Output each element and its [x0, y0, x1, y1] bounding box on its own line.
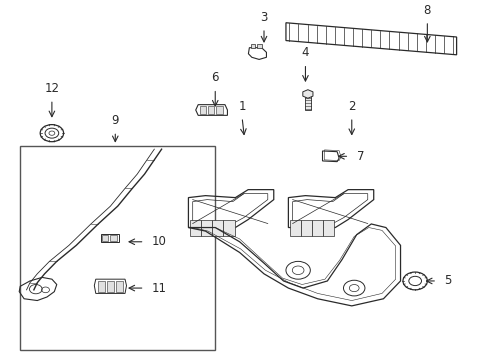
Text: 8: 8 — [423, 4, 430, 17]
Text: 2: 2 — [347, 100, 355, 113]
Text: 6: 6 — [211, 71, 219, 84]
Bar — [212, 220, 223, 235]
Bar — [110, 235, 117, 241]
Bar — [102, 235, 108, 241]
Text: 1: 1 — [238, 100, 245, 113]
Bar — [190, 220, 201, 235]
Bar — [223, 220, 234, 235]
Bar — [323, 220, 334, 235]
Bar — [98, 281, 104, 292]
Bar — [207, 107, 214, 114]
Bar — [20, 145, 215, 350]
Bar — [289, 220, 301, 235]
Text: 3: 3 — [260, 11, 267, 24]
Bar — [201, 220, 212, 235]
Bar — [107, 281, 114, 292]
Text: 4: 4 — [301, 46, 308, 59]
Text: 9: 9 — [111, 114, 119, 127]
Bar — [199, 107, 205, 114]
Bar — [257, 44, 261, 48]
Text: 5: 5 — [444, 274, 451, 287]
Bar — [216, 107, 222, 114]
Bar — [101, 234, 119, 242]
Bar — [301, 220, 312, 235]
Bar — [312, 220, 323, 235]
Text: 11: 11 — [152, 282, 166, 294]
Text: 7: 7 — [356, 150, 364, 163]
Text: 10: 10 — [152, 235, 166, 248]
Bar — [305, 94, 310, 110]
Bar — [250, 44, 255, 48]
Polygon shape — [302, 90, 312, 98]
Text: 12: 12 — [44, 82, 59, 95]
Bar — [116, 281, 123, 292]
